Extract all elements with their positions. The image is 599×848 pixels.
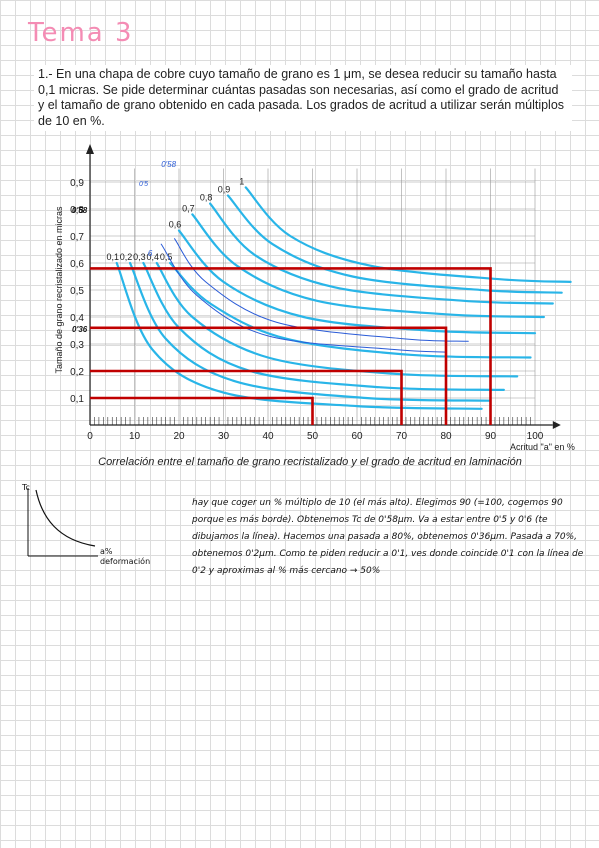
y-tick-label: 0,8 (70, 205, 84, 216)
x-tick-label: 0 (87, 431, 93, 442)
y-tick-label: 0,2 (70, 367, 84, 378)
mini-chart: Tc a%deformación (21, 483, 150, 566)
red-construction-line (90, 267, 492, 425)
x-tick-label: 10 (129, 431, 141, 442)
grain-curve (209, 202, 554, 305)
main-chart: 0 10 20 30 40 50 60 70 80 90 1000,10,20,30,40,50,6… (54, 144, 575, 452)
x-tick-label: 40 (262, 431, 274, 442)
grain-curve (177, 229, 537, 335)
curve-label: 1 (239, 176, 244, 186)
problem-statement: 1.- En una chapa de cobre cuyo tamaño de… (34, 65, 572, 131)
red-construction-line (90, 326, 448, 425)
curve-label: 0,3 (133, 252, 146, 262)
mini-curve (35, 489, 96, 547)
y-tick-label: 0,6 (70, 259, 84, 270)
x-axis-arrow (552, 421, 561, 429)
y-tick-label: 0,5 (70, 286, 84, 297)
y-tick-label: 0,3 (70, 340, 84, 351)
x-tick-label: 50 (307, 431, 319, 442)
y-tick-label: 0,1 (70, 394, 84, 405)
grain-curve (142, 261, 505, 391)
x-tick-label: 90 (485, 431, 497, 442)
x-tick-label: 100 (527, 431, 544, 442)
mini-y-label: Tc (21, 483, 30, 492)
y-tick-label: 0,4 (70, 313, 84, 324)
x-tick-label: 60 (351, 431, 363, 442)
x-tick-label: 80 (440, 431, 452, 442)
curve-label: 0,6 (169, 220, 182, 230)
annotation-6: 6 (148, 249, 153, 258)
x-axis-label: Acritud "a" en % (510, 442, 575, 452)
hand-curve (160, 243, 447, 353)
chart-caption: Correlación entre el tamaño de grano rec… (98, 456, 522, 468)
grain-curve (191, 213, 545, 319)
grain-curve (226, 194, 563, 294)
y-tick-label: 0,9 (70, 178, 84, 189)
curve-label: 0,5 (160, 252, 173, 262)
grain-curve (128, 261, 492, 402)
annotation-036-y: 0'36 (72, 325, 88, 334)
mini-x-label-1: a% (100, 547, 113, 556)
grain-curve (155, 261, 519, 378)
grain-curve (244, 186, 572, 283)
annotation-058-y: 0'58 (72, 206, 88, 215)
curve-label: 0,8 (200, 193, 213, 203)
curve-label: 0,1 (106, 252, 119, 262)
red-construction-line (90, 396, 314, 425)
grain-curve (115, 261, 483, 410)
curve-label: 0,7 (182, 203, 195, 213)
curve-label: 0,9 (218, 185, 231, 195)
y-tick-label: 0,7 (70, 232, 84, 243)
y-axis-arrow (86, 144, 94, 154)
annotation-05-top: 0'5 (139, 181, 148, 188)
x-tick-label: 70 (396, 431, 408, 442)
mini-x-label-2: deformación (100, 556, 150, 566)
hand-curve (174, 238, 469, 342)
annotation-058-top: 0'58 (161, 160, 176, 169)
red-construction-line (90, 369, 403, 425)
x-tick-label: 30 (218, 431, 230, 442)
y-axis-label: Tamaño de grano recristalizado en micras (54, 206, 64, 374)
curve-label: 0,4 (146, 252, 159, 262)
x-tick-label: 20 (173, 431, 185, 442)
page-heading: Tema 3 (28, 18, 134, 48)
handwritten-note: hay que coger un % múltiplo de 10 (el má… (192, 498, 584, 576)
curve-label: 0,2 (120, 252, 133, 262)
